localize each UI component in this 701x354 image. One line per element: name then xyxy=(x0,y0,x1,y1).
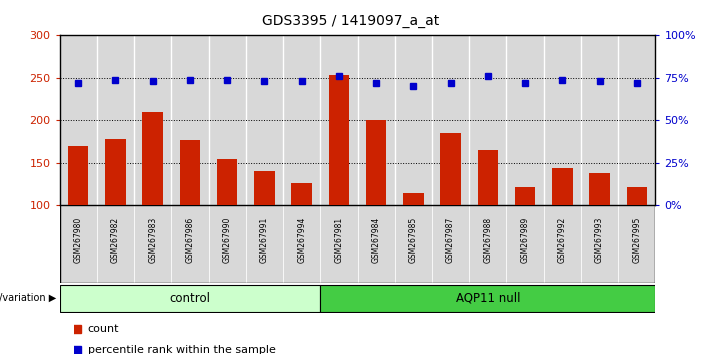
Bar xyxy=(544,205,581,283)
Text: GSM267987: GSM267987 xyxy=(446,217,455,263)
Bar xyxy=(469,205,506,283)
Bar xyxy=(358,205,395,283)
Bar xyxy=(506,35,544,205)
Bar xyxy=(254,171,275,205)
Text: GSM267989: GSM267989 xyxy=(521,217,529,263)
Text: count: count xyxy=(88,324,119,334)
Bar xyxy=(618,205,655,283)
Text: GSM267994: GSM267994 xyxy=(297,217,306,263)
Bar xyxy=(358,35,395,205)
Text: GSM267983: GSM267983 xyxy=(148,217,157,263)
Bar xyxy=(68,146,88,205)
Text: GSM267992: GSM267992 xyxy=(558,217,567,263)
Bar xyxy=(618,35,655,205)
Bar xyxy=(395,205,432,283)
Bar xyxy=(60,35,97,205)
Bar xyxy=(432,205,469,283)
Bar xyxy=(142,112,163,205)
Bar xyxy=(329,75,349,205)
Bar xyxy=(171,35,209,205)
Bar xyxy=(97,205,134,283)
Text: GSM267990: GSM267990 xyxy=(223,217,231,263)
Bar xyxy=(366,120,386,205)
Bar xyxy=(581,205,618,283)
Bar xyxy=(283,205,320,283)
Text: GSM267985: GSM267985 xyxy=(409,217,418,263)
Bar xyxy=(627,188,647,205)
Text: percentile rank within the sample: percentile rank within the sample xyxy=(88,345,275,354)
Bar xyxy=(469,35,506,205)
Text: GSM267995: GSM267995 xyxy=(632,217,641,263)
Text: GDS3395 / 1419097_a_at: GDS3395 / 1419097_a_at xyxy=(262,14,439,28)
Bar xyxy=(105,139,125,205)
Bar xyxy=(60,285,320,312)
Bar xyxy=(179,140,200,205)
Bar xyxy=(440,133,461,205)
Bar xyxy=(395,35,432,205)
Text: GSM267984: GSM267984 xyxy=(372,217,381,263)
Text: GSM267981: GSM267981 xyxy=(334,217,343,263)
Text: GSM267993: GSM267993 xyxy=(595,217,604,263)
Bar xyxy=(134,35,171,205)
Bar xyxy=(515,188,536,205)
Bar xyxy=(581,35,618,205)
Text: control: control xyxy=(170,292,210,305)
Bar xyxy=(292,183,312,205)
Text: GSM267988: GSM267988 xyxy=(484,217,492,263)
Bar xyxy=(246,205,283,283)
Bar xyxy=(97,35,134,205)
Bar xyxy=(590,173,610,205)
Bar xyxy=(432,35,469,205)
Bar xyxy=(320,285,655,312)
Text: GSM267991: GSM267991 xyxy=(260,217,269,263)
Bar xyxy=(171,205,209,283)
Bar xyxy=(217,159,238,205)
Bar xyxy=(403,193,423,205)
Bar xyxy=(209,205,246,283)
Bar xyxy=(506,205,544,283)
Bar xyxy=(477,150,498,205)
Bar xyxy=(60,205,97,283)
Bar xyxy=(134,205,171,283)
Text: GSM267982: GSM267982 xyxy=(111,217,120,263)
Bar xyxy=(544,35,581,205)
Text: GSM267980: GSM267980 xyxy=(74,217,83,263)
Bar xyxy=(320,205,358,283)
Text: genotype/variation ▶: genotype/variation ▶ xyxy=(0,293,56,303)
Text: AQP11 null: AQP11 null xyxy=(456,292,520,305)
Bar xyxy=(246,35,283,205)
Text: GSM267986: GSM267986 xyxy=(186,217,194,263)
Bar xyxy=(209,35,246,205)
Bar xyxy=(283,35,320,205)
Bar xyxy=(552,168,573,205)
Bar xyxy=(320,35,358,205)
